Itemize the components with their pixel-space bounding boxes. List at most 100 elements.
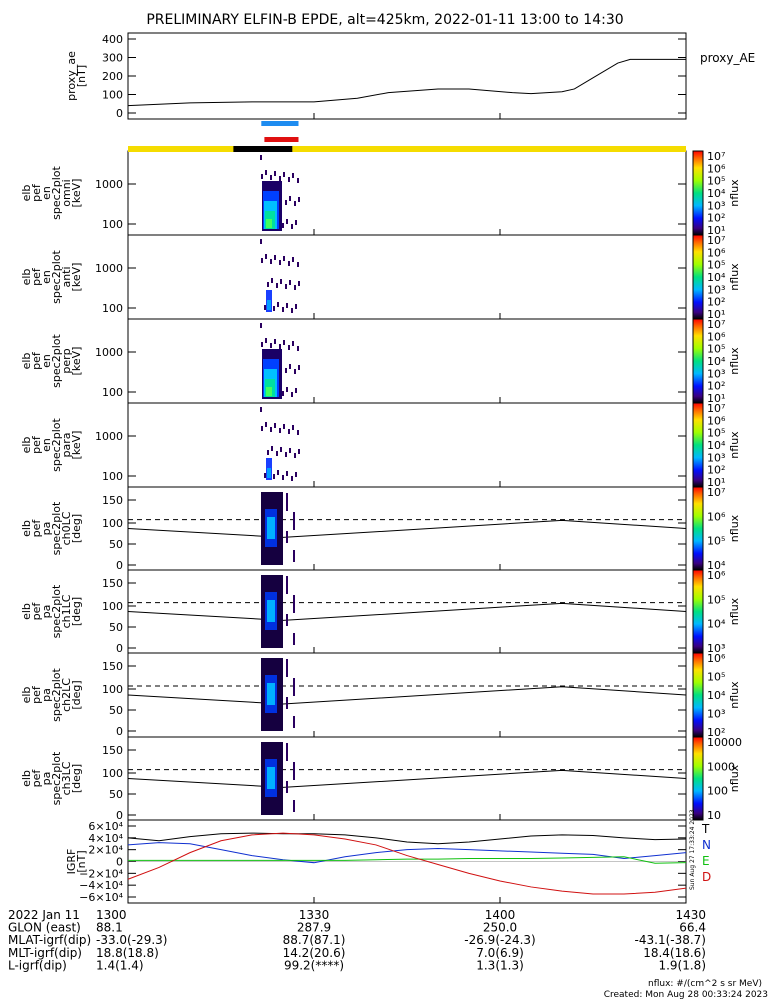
spectrogram-pixel (297, 346, 299, 351)
panel-frame-ae (127, 32, 687, 120)
spectrogram-pixel (279, 176, 281, 181)
pa-spectrogram-pixel (286, 743, 288, 749)
pa-spectrogram-pixel (293, 684, 295, 690)
spectrogram-pixel (289, 280, 291, 285)
spectrogram-pixel (286, 303, 288, 308)
colorbar-tick-label: 1000 (707, 760, 735, 773)
colorbar-tick-label: 10⁵ (707, 593, 725, 606)
panel-ylabel-line: spec2plot (50, 501, 63, 555)
spectrogram-pixel (294, 369, 296, 374)
pa-spectrogram-pixel (286, 499, 288, 505)
colorbar-label: nflux (728, 263, 741, 291)
colorbar-tick-label: 10³ (707, 199, 725, 212)
panel-ylabel-line: spec2plot (50, 166, 63, 220)
pa-spectrogram-pixel (286, 505, 288, 511)
pa-spectrogram-pixel (286, 671, 288, 677)
y-tick-label: 1000 (95, 262, 123, 275)
panel-ylabel-line: ch3LC (60, 761, 73, 795)
panel-ylabel-line: pa (40, 605, 53, 619)
panel-frame-anti (127, 234, 687, 320)
pa-spectrogram-pixel (286, 493, 288, 499)
spectrogram-pixel (277, 470, 279, 475)
spectrogram-pixel (260, 155, 262, 160)
red-marker-bar (264, 137, 299, 142)
pa-spectrogram-pixel (293, 601, 295, 607)
pa-spectrogram-pixel (293, 806, 295, 812)
colorbar-label: nflux (728, 431, 741, 459)
panel-frame-para (127, 402, 687, 488)
footer-row-label: GLON (east) (8, 921, 81, 935)
colorbar-ch3 (692, 736, 704, 821)
spectrogram-pixel (297, 262, 299, 267)
panel-ylabel-line: [nT] (75, 65, 88, 87)
side-stamp: Sun Aug 27 17:33:24 2023 (689, 809, 696, 890)
panel-ylabel-line: en (40, 186, 53, 200)
pa-spectrogram-pixel (286, 697, 288, 703)
spectrogram-pixel (261, 258, 263, 263)
pa-spectrogram-pixel (286, 665, 288, 671)
spectrogram-pixel (270, 427, 272, 432)
colorbar-tick-label: 10¹ (707, 476, 725, 489)
spectrogram-pixel (280, 447, 282, 452)
spectrogram-pixel (292, 425, 294, 430)
spectrogram-pixel (298, 197, 300, 202)
panel-ylabel-line: pef (30, 183, 43, 202)
spectrogram-pixel (273, 474, 275, 479)
spectrogram-pixel (285, 368, 287, 373)
colorbar-tick-label: 10⁴ (707, 355, 726, 368)
spectrogram-pixel (294, 453, 296, 458)
pa-spectrogram-pixel (286, 576, 288, 582)
panel-ylabel-line: ch2LC (60, 678, 73, 712)
colorbar-label: nflux (728, 514, 741, 542)
loss-cone-line (127, 519, 687, 538)
pa-spectrogram-pixel (293, 518, 295, 524)
spectrogram-core (266, 219, 272, 228)
spectrogram-pixel (277, 302, 279, 307)
pa-spectrogram-pixel (293, 550, 295, 556)
y-tick-label: 0 (116, 725, 123, 738)
footer-value: 1400 (485, 908, 516, 922)
colorbar-ch1 (692, 569, 704, 654)
colorbar-tick-label: 10⁷ (707, 318, 725, 331)
spectrogram-pixel (288, 345, 290, 350)
pa-spectrogram-pixel (286, 787, 288, 793)
colorbar-tick-label: 10³ (707, 367, 725, 380)
panel-ylabel-line: elb (20, 269, 33, 286)
spectrogram-pixel (265, 254, 267, 259)
panel-ylabel-line: spec2plot (50, 334, 63, 388)
colorbar-label: nflux (728, 179, 741, 207)
panel-ylabel-line: elb (20, 185, 33, 202)
panel-ylabel-line: [keV] (70, 179, 83, 208)
panel-ylabel-line: elb (20, 770, 33, 787)
panel-ylabel-line: pa (40, 688, 53, 702)
spectrogram-pixel (298, 449, 300, 454)
spectrogram-pixel (286, 471, 288, 476)
panel-ylabel-line: en (40, 354, 53, 368)
panel-frame-omni (127, 150, 687, 236)
y-tick-label: 100 (102, 517, 123, 530)
footer-row-label: 2022 Jan 11 (8, 908, 80, 922)
spectrogram-pixel (274, 423, 276, 428)
colorbar-tick-label: 10⁷ (707, 234, 725, 247)
footer-value: 250.0 (483, 921, 517, 935)
colorbar-tick-label: 10⁵ (707, 175, 725, 188)
spectrogram-pixel (291, 392, 293, 397)
spectrogram-pixel (282, 475, 284, 480)
y-tick-label: 100 (102, 683, 123, 696)
spectrogram-pixel (282, 223, 284, 228)
spectrogram-pixel (265, 170, 267, 175)
footer-value: 287.9 (297, 921, 331, 935)
y-tick-label: 200 (102, 70, 123, 83)
loss-cone-line (127, 602, 687, 621)
panel-ylabel-line: omni (60, 179, 73, 206)
colorbar-tick-label: 10⁶ (707, 330, 726, 343)
colorbar-label: nflux (728, 764, 741, 792)
colorbar-tick-label: 10⁶ (707, 569, 726, 582)
spectrogram-pixel (297, 178, 299, 183)
igrf-line-E (128, 856, 687, 864)
panel-ylabel-line: proxy_ae (65, 51, 78, 101)
spectrogram-pixel (292, 341, 294, 346)
panel-ylabel-line: pa (40, 522, 53, 536)
colorbar-tick-label: 10⁶ (707, 510, 726, 523)
spectrogram-pixel (280, 279, 282, 284)
